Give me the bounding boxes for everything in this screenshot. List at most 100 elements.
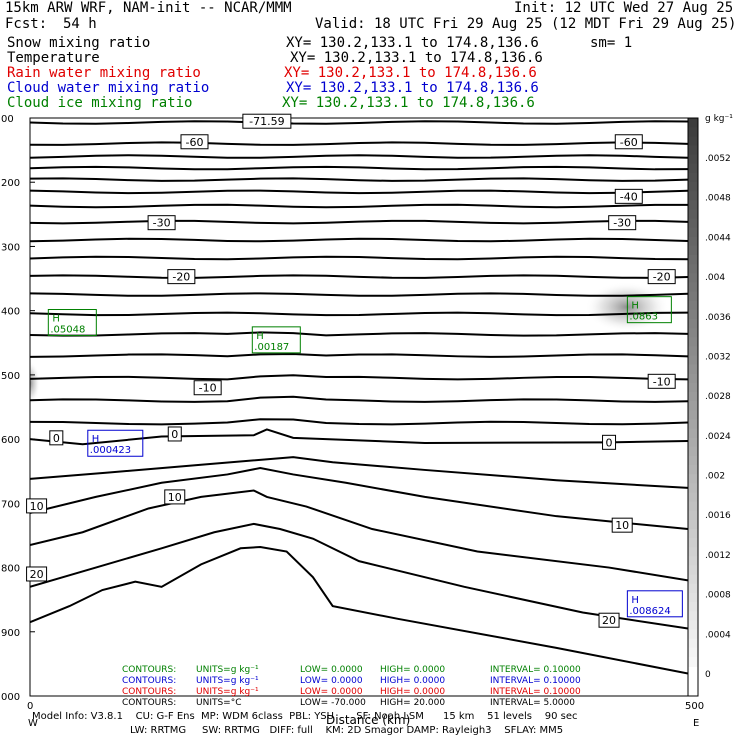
contour-legend-cell: UNITS=g kg⁻¹ — [196, 665, 259, 675]
colorbar-segment — [688, 273, 698, 284]
colorbar-segment — [688, 300, 698, 311]
isotherm-line — [30, 177, 688, 182]
colorbar-segment — [688, 355, 698, 366]
isotherm-label-box — [242, 113, 292, 129]
maximum-label-box — [87, 429, 144, 457]
colorbar-segment — [688, 127, 698, 138]
colorbar-segment — [688, 483, 698, 494]
colorbar-segment — [688, 474, 698, 485]
isotherm-line — [30, 489, 688, 582]
maximum-value: .05048 — [50, 325, 85, 336]
colorbar-segment — [688, 401, 698, 412]
contour-legend-cell: INTERVAL= 5.0000 — [490, 698, 575, 708]
isotherm-label-box — [193, 380, 222, 396]
maximum-label-box — [626, 590, 683, 618]
colorbar-segment — [688, 428, 698, 439]
colorbar-segment — [688, 638, 698, 649]
y-tick-label: 400 — [1, 307, 20, 318]
colorbar-segment — [688, 602, 698, 613]
contour-legend-cell: UNITS=g kg⁻¹ — [196, 687, 259, 697]
colorbar-segment — [688, 465, 698, 476]
east-label: E — [693, 718, 699, 729]
colorbar-segment — [688, 145, 698, 156]
colorbar-tick-label: 0 — [705, 670, 711, 680]
maximum-marker: H — [92, 434, 100, 445]
isotherm-label-box — [602, 434, 617, 450]
isotherm-label-box — [147, 215, 176, 231]
x-tick-label: 500 — [685, 701, 704, 712]
isotherm-line — [30, 189, 688, 195]
colorbar-segment — [688, 410, 698, 421]
isotherm-label: -20 — [653, 271, 671, 284]
colorbar-segment — [688, 163, 698, 174]
isotherm-line — [30, 374, 688, 381]
model-title: 15km ARW WRF, NAM-init -- NCAR/MMM — [5, 0, 292, 16]
maximum-value: .008624 — [629, 606, 670, 617]
isotherm-label-box — [26, 498, 48, 514]
colorbar-segment — [688, 510, 698, 521]
colorbar-segment — [688, 291, 698, 302]
isotherm-line — [30, 292, 688, 297]
y-tick-label: 00 — [1, 114, 14, 125]
isotherm-line — [30, 203, 688, 209]
colorbar-segment — [688, 519, 698, 530]
colorbar-tick-label: .0024 — [705, 432, 731, 442]
colorbar-segment — [688, 282, 698, 293]
isotherm-label-box — [611, 517, 633, 533]
field-xy-temperature: XY= 130.2,133.1 to 174.8,136.6 — [290, 50, 543, 66]
isotherm-label: 0 — [606, 436, 613, 449]
init-time: Init: 12 UTC Wed 27 Aug 25 — [514, 0, 734, 16]
west-label: W — [28, 718, 38, 729]
field-xy-rain: XY= 130.2,133.1 to 174.8,136.6 — [284, 65, 537, 81]
contour-legend-cell: HIGH= 0.0000 — [380, 687, 446, 697]
y-tick-label: 900 — [1, 628, 20, 639]
isotherm-line — [30, 154, 688, 159]
field-name-rain: Rain water mixing ratio — [7, 65, 201, 81]
isotherm-label-box — [26, 566, 48, 582]
isotherm-label-box — [49, 430, 64, 446]
colorbar-segment — [688, 209, 698, 220]
y-tick-label: 300 — [1, 242, 20, 253]
field-name-cloud-water: Cloud water mixing ratio — [7, 80, 210, 96]
colorbar-segment — [688, 264, 698, 275]
field-name-cloud-ice: Cloud ice mixing ratio — [7, 95, 193, 111]
field-xy-snow: XY= 130.2,133.1 to 174.8,136.6 — [286, 35, 539, 51]
colorbar-segment — [688, 501, 698, 512]
isotherm-label-box — [167, 269, 196, 285]
isotherm-line — [30, 331, 688, 337]
colorbar-segment — [688, 620, 698, 631]
colorbar-segment — [688, 118, 698, 129]
isotherm-line — [30, 120, 688, 125]
isotherm-label: -30 — [153, 217, 171, 230]
isotherm-label: 20 — [30, 568, 44, 581]
colorbar-tick-label: .004 — [705, 273, 725, 283]
colorbar-segment — [688, 437, 698, 448]
colorbar-segment — [688, 328, 698, 339]
colorbar-segment — [688, 574, 698, 585]
contour-legend-cell: UNITS=°C — [196, 698, 242, 708]
colorbar-segment — [688, 337, 698, 348]
colorbar-segment — [688, 538, 698, 549]
isotherm-label: -60 — [186, 136, 204, 149]
colorbar-segment — [688, 392, 698, 403]
contour-legend-cell: LOW= 0.0000 — [300, 676, 363, 686]
colorbar-segment — [688, 181, 698, 193]
colorbar-unit-label: g kg⁻¹ — [705, 114, 733, 124]
isotherm-line — [30, 466, 688, 531]
colorbar-segment — [688, 592, 698, 604]
colorbar-segment — [688, 346, 698, 357]
snow-shading-blob-left — [30, 361, 40, 405]
contour-legend-cell: HIGH= 0.0000 — [380, 665, 446, 675]
colorbar-segment — [688, 227, 698, 238]
colorbar-tick-label: .0052 — [705, 154, 731, 164]
colorbar-tick-label: .0012 — [705, 551, 731, 561]
maximum-marker: H — [256, 331, 264, 342]
contour-legend-cell: CONTOURS: — [122, 676, 177, 686]
colorbar-segment — [688, 656, 698, 667]
colorbar-segment — [688, 492, 698, 503]
isotherm-label: 0 — [53, 432, 60, 445]
plot-frame — [29, 117, 689, 697]
maximum-marker: H — [631, 301, 639, 312]
isotherm-label: -10 — [199, 382, 217, 395]
